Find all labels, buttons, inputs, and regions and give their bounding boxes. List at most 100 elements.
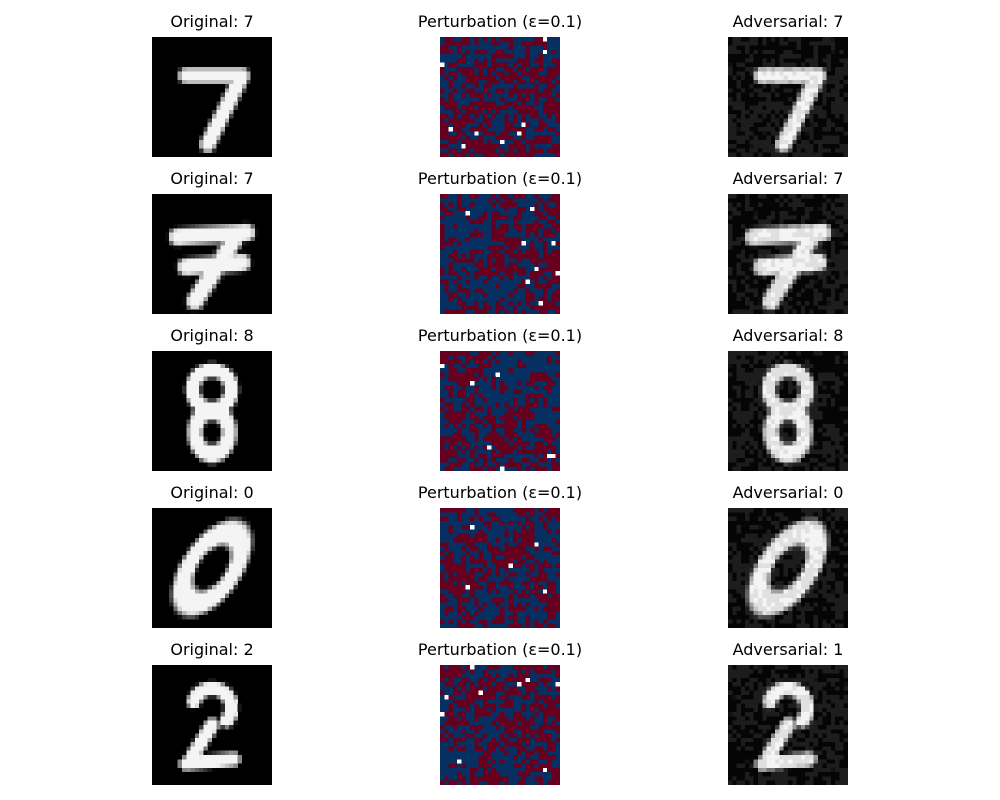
digit-pixel bbox=[190, 572, 195, 577]
digit-pixel bbox=[728, 466, 733, 471]
digit-pixel bbox=[745, 376, 750, 382]
digit-pixel bbox=[173, 576, 178, 581]
digit-pixel bbox=[758, 236, 763, 242]
perturbation-pixel bbox=[555, 131, 560, 136]
digit-pixel bbox=[809, 398, 814, 403]
digit-pixel bbox=[194, 402, 200, 407]
digit-pixel bbox=[788, 249, 793, 255]
perturbation-pixel bbox=[525, 555, 531, 560]
digit-pixel bbox=[182, 589, 187, 594]
digit-pixel bbox=[212, 580, 217, 586]
digit-pixel bbox=[203, 449, 208, 454]
digit-pixel bbox=[830, 211, 836, 216]
perturbation-pixel bbox=[474, 37, 479, 42]
digit-pixel bbox=[203, 254, 208, 259]
digit-pixel bbox=[224, 533, 230, 539]
digit-pixel bbox=[783, 292, 789, 297]
digit-pixel bbox=[766, 215, 771, 220]
digit-pixel bbox=[839, 101, 844, 106]
digit-pixel bbox=[203, 458, 208, 463]
digit-pixel bbox=[770, 271, 776, 276]
perturbation-pixel bbox=[555, 109, 560, 115]
digit-pixel bbox=[843, 389, 848, 394]
digit-pixel bbox=[728, 266, 733, 272]
digit-pixel bbox=[177, 593, 183, 599]
digit-pixel bbox=[770, 415, 776, 420]
perturbation-pixel bbox=[555, 206, 560, 212]
digit-pixel bbox=[199, 411, 204, 416]
digit-pixel bbox=[796, 533, 801, 539]
digit-pixel bbox=[766, 258, 771, 263]
digit-pixel bbox=[788, 224, 793, 229]
digit-pixel bbox=[749, 101, 754, 106]
digit-pixel bbox=[830, 520, 836, 526]
digit-pixel bbox=[826, 309, 831, 314]
perturbation-image bbox=[440, 351, 560, 471]
digit-pixel bbox=[749, 67, 754, 72]
digit-pixel bbox=[749, 445, 754, 450]
digit-pixel bbox=[800, 458, 806, 463]
digit-pixel bbox=[190, 602, 195, 607]
digit-pixel bbox=[762, 148, 767, 153]
digit-pixel bbox=[830, 67, 836, 72]
digit-pixel bbox=[732, 101, 737, 106]
original-title: Original: 0 bbox=[170, 483, 254, 502]
digit-pixel bbox=[843, 206, 848, 212]
digit-pixel bbox=[796, 135, 801, 140]
perturbation-pixel bbox=[440, 118, 445, 123]
digit-pixel bbox=[749, 71, 754, 76]
digit-pixel bbox=[796, 453, 801, 459]
perturbation-pixel bbox=[491, 101, 496, 106]
digit-pixel bbox=[818, 453, 823, 459]
adversarial-title: Adversarial: 8 bbox=[732, 326, 844, 345]
perturbation-pixel bbox=[500, 71, 505, 76]
digit-pixel bbox=[766, 114, 771, 119]
digit-pixel bbox=[728, 254, 733, 259]
digit-pixel bbox=[758, 105, 763, 110]
digit-pixel bbox=[237, 389, 243, 394]
digit-pixel bbox=[216, 585, 221, 590]
perturbation-pixel bbox=[470, 372, 475, 377]
digit-pixel bbox=[843, 118, 848, 123]
perturbation-pixel bbox=[470, 589, 475, 594]
perturbation-pixel bbox=[448, 84, 453, 89]
digit-pixel bbox=[800, 516, 806, 521]
perturbation-pixel bbox=[508, 563, 513, 569]
digit-pixel bbox=[762, 152, 767, 157]
digit-pixel bbox=[809, 309, 814, 314]
perturbation-pixel bbox=[538, 301, 543, 306]
digit-pixel bbox=[792, 385, 797, 390]
digit-pixel bbox=[194, 610, 200, 616]
digit-pixel bbox=[762, 71, 767, 76]
digit-pixel bbox=[839, 441, 844, 446]
digit-pixel bbox=[736, 393, 741, 399]
digit-pixel bbox=[788, 288, 793, 293]
digit-pixel bbox=[826, 75, 831, 80]
digit-pixel bbox=[233, 381, 238, 386]
digit-pixel bbox=[779, 45, 784, 50]
perturbation-pixel bbox=[542, 101, 548, 106]
digit-pixel bbox=[826, 122, 831, 128]
digit-pixel bbox=[792, 202, 797, 207]
digit-pixel bbox=[749, 109, 754, 115]
digit-pixel bbox=[212, 538, 217, 543]
perturbation-pixel bbox=[534, 432, 539, 437]
digit-pixel bbox=[826, 262, 831, 267]
digit-pixel bbox=[194, 224, 200, 229]
perturbation-pixel bbox=[534, 58, 539, 63]
perturbation-pixel bbox=[440, 266, 445, 272]
digit-pixel bbox=[775, 436, 780, 442]
digit-pixel bbox=[740, 148, 746, 153]
digit-pixel bbox=[813, 453, 819, 459]
digit-pixel bbox=[805, 428, 810, 433]
digit-pixel bbox=[775, 228, 780, 233]
perturbation-pixel bbox=[461, 118, 466, 123]
digit-pixel bbox=[212, 75, 217, 80]
digit-pixel bbox=[796, 419, 801, 424]
perturbation-pixel bbox=[500, 580, 505, 586]
digit-pixel bbox=[813, 266, 819, 272]
digit-pixel bbox=[800, 206, 806, 212]
perturbation-pixel bbox=[525, 542, 531, 547]
digit-pixel bbox=[762, 254, 767, 259]
digit-pixel bbox=[839, 105, 844, 110]
